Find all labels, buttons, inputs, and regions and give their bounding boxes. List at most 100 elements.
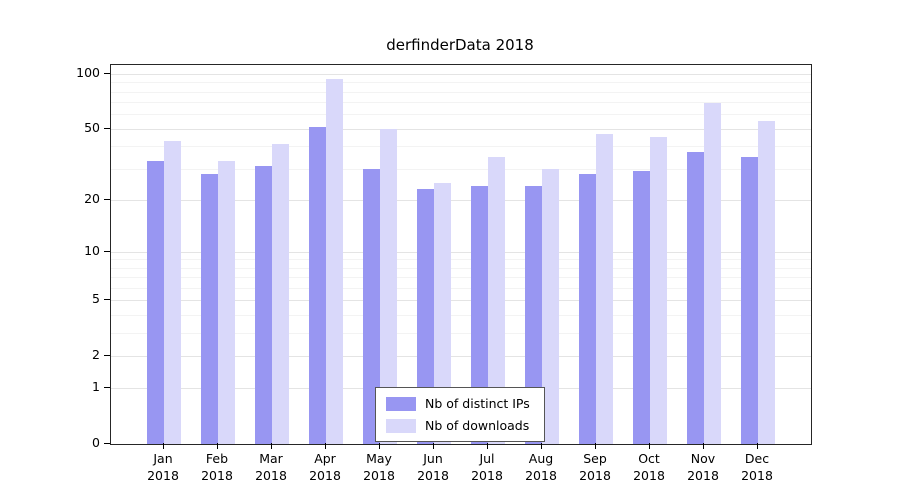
x-axis-tick — [217, 443, 218, 449]
x-axis-tick — [541, 443, 542, 449]
y-axis-tick — [104, 387, 110, 389]
bar-distinct-ips-may — [363, 168, 380, 444]
chart-title: derfinderData 2018 — [386, 36, 534, 54]
gridline-minor — [111, 332, 811, 334]
x-axis-tick — [487, 443, 488, 449]
bar-distinct-ips-feb — [201, 174, 218, 444]
x-tick-label: Dec 2018 — [728, 450, 786, 484]
legend-label-downloads: Nb of downloads — [425, 418, 530, 433]
y-axis-tick — [104, 354, 110, 356]
x-tick-year: 2018 — [201, 468, 233, 483]
x-tick-month: Jan — [153, 451, 173, 466]
x-tick-label: Feb 2018 — [188, 450, 246, 484]
x-axis-tick — [379, 443, 380, 449]
x-tick-year: 2018 — [471, 468, 503, 483]
x-tick-year: 2018 — [525, 468, 557, 483]
legend-swatch-distinct-ips — [386, 396, 416, 411]
x-tick-year: 2018 — [687, 468, 719, 483]
gridline-major — [111, 355, 811, 357]
gridline-major — [111, 128, 811, 130]
x-tick-month: Nov — [690, 451, 716, 466]
x-tick-year: 2018 — [309, 468, 341, 483]
gridline-minor — [111, 267, 811, 269]
y-axis-tick — [104, 127, 110, 129]
bar-distinct-ips-jul — [471, 185, 488, 444]
x-tick-label: Sep 2018 — [566, 450, 624, 484]
x-tick-label: Apr 2018 — [296, 450, 354, 484]
legend-item-distinct-ips: Nb of distinct IPs — [386, 396, 530, 411]
bar-distinct-ips-nov — [687, 152, 704, 444]
x-tick-label: Jan 2018 — [134, 450, 192, 484]
gridline-major — [111, 199, 811, 201]
x-tick-year: 2018 — [255, 468, 287, 483]
x-axis-tick — [649, 443, 650, 449]
x-tick-month: Jul — [479, 451, 495, 466]
legend-item-downloads: Nb of downloads — [386, 418, 530, 433]
y-tick-label: 100 — [76, 65, 100, 80]
x-axis-tick — [703, 443, 704, 449]
gridline-minor — [111, 114, 811, 116]
x-tick-label: May 2018 — [350, 450, 408, 484]
x-tick-year: 2018 — [417, 468, 449, 483]
x-axis-tick — [595, 443, 596, 449]
x-tick-label: Oct 2018 — [620, 450, 678, 484]
y-tick-label: 20 — [84, 190, 100, 206]
legend-swatch-downloads — [386, 418, 416, 433]
gridline-minor — [111, 91, 811, 93]
bar-distinct-ips-apr — [309, 127, 326, 444]
bar-distinct-ips-jan — [147, 161, 164, 444]
y-tick-label: 5 — [92, 291, 100, 307]
bar-downloads-oct — [650, 137, 667, 444]
y-axis-tick — [104, 443, 110, 444]
gridline-minor — [111, 287, 811, 289]
bar-downloads-may — [380, 128, 397, 444]
legend-label-distinct-ips: Nb of distinct IPs — [425, 396, 530, 411]
x-tick-month: May — [366, 451, 392, 466]
x-axis-tick — [757, 443, 758, 449]
x-tick-year: 2018 — [741, 468, 773, 483]
bar-distinct-ips-sep — [579, 174, 596, 444]
gridline-minor — [111, 259, 811, 261]
bar-downloads-nov — [704, 103, 721, 444]
y-axis-tick — [104, 250, 110, 252]
x-tick-label: Jun 2018 — [404, 450, 462, 484]
x-tick-month: Aug — [528, 451, 554, 466]
bar-downloads-jul — [488, 156, 505, 444]
bar-downloads-jan — [164, 140, 181, 444]
x-tick-label: Nov 2018 — [674, 450, 732, 484]
bar-distinct-ips-mar — [255, 166, 272, 444]
gridline-major — [111, 300, 811, 302]
x-tick-year: 2018 — [363, 468, 395, 483]
x-tick-month: Dec — [744, 451, 770, 466]
x-axis-tick — [163, 443, 164, 449]
bar-distinct-ips-oct — [633, 171, 650, 444]
x-tick-label: Mar 2018 — [242, 450, 300, 484]
y-tick-label: 2 — [92, 346, 100, 362]
gridline-minor — [111, 82, 811, 84]
bar-downloads-jun — [434, 182, 451, 444]
bar-downloads-feb — [218, 161, 235, 444]
gridline-minor — [111, 168, 811, 170]
gridline-major — [111, 74, 811, 75]
x-tick-month: Jun — [423, 451, 443, 466]
bar-distinct-ips-aug — [525, 185, 542, 444]
y-tick-label: 10 — [84, 242, 100, 258]
y-axis-tick — [104, 73, 110, 74]
y-axis-tick — [104, 299, 110, 301]
bar-downloads-aug — [542, 168, 559, 444]
x-tick-month: Apr — [314, 451, 336, 466]
x-axis-tick — [433, 443, 434, 449]
bar-distinct-ips-jun — [417, 189, 434, 444]
bar-distinct-ips-dec — [741, 156, 758, 444]
gridline-minor — [111, 102, 811, 104]
x-tick-month: Sep — [583, 451, 607, 466]
x-tick-year: 2018 — [579, 468, 611, 483]
bar-downloads-mar — [272, 144, 289, 444]
x-tick-label: Aug 2018 — [512, 450, 570, 484]
gridline-minor — [111, 314, 811, 316]
bar-downloads-sep — [596, 133, 613, 444]
plot-area: Nb of distinct IPs Nb of downloads — [110, 64, 812, 445]
bar-downloads-dec — [758, 121, 775, 444]
y-tick-label: 0 — [92, 435, 100, 450]
y-tick-label: 1 — [92, 379, 100, 395]
